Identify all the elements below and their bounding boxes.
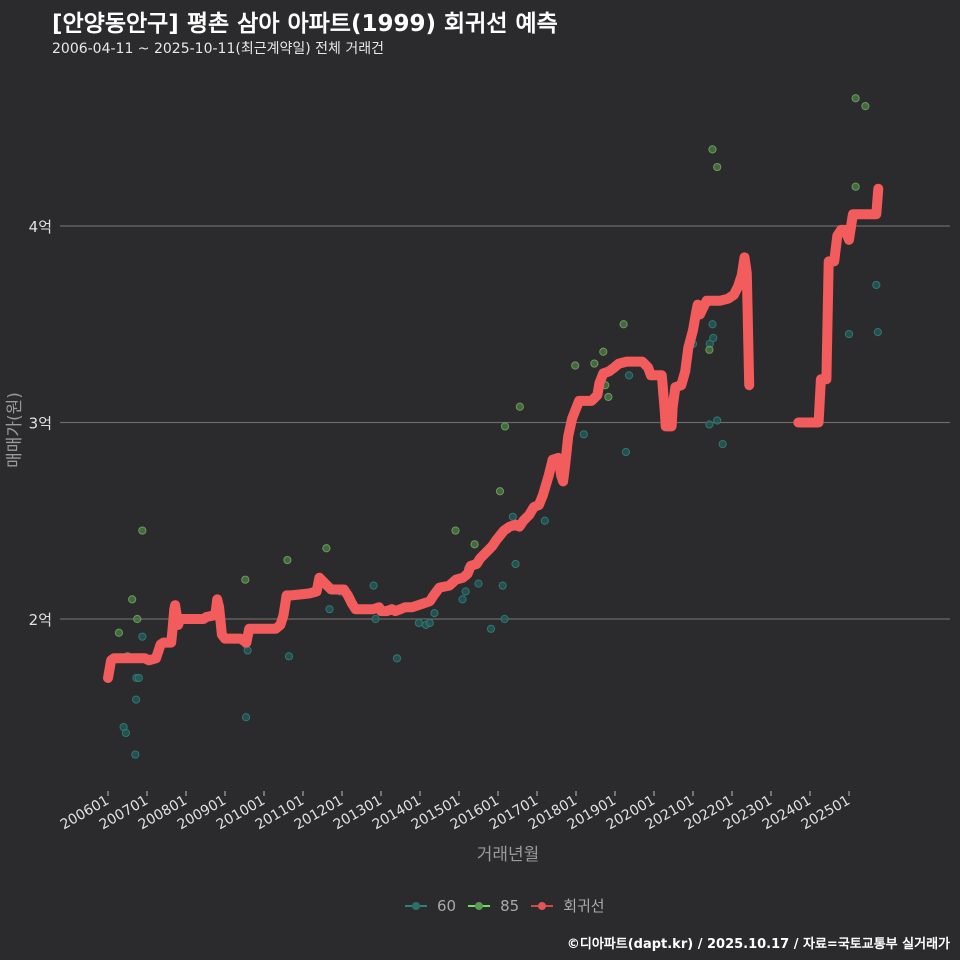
y-tick-label: 3억 [29, 415, 52, 433]
data-point [709, 333, 718, 343]
legend-label: 85 [500, 896, 520, 915]
data-point [134, 673, 143, 683]
data-point [619, 320, 628, 329]
chart-subtitle: 2006-04-11 ~ 2025-10-11(최근계약일) 전체 거래건 [52, 41, 384, 57]
data-point [599, 347, 608, 356]
data-point [138, 526, 147, 535]
data-point [713, 162, 722, 172]
data-point [495, 487, 505, 496]
data-point [705, 420, 714, 429]
data-point [131, 695, 141, 704]
y-axis-title: 매매가(원) [5, 392, 25, 468]
data-point [474, 579, 483, 588]
data-point [461, 587, 470, 596]
y-tick-label: 2억 [29, 611, 52, 629]
data-point [241, 713, 251, 722]
legend: 60 85 회귀선 [405, 895, 605, 916]
data-point [713, 416, 722, 425]
data-point [325, 605, 334, 614]
data-point [705, 345, 714, 354]
data-point [133, 614, 142, 624]
data-point [844, 329, 854, 339]
data-point [500, 422, 510, 431]
legend-key-icon [468, 900, 491, 912]
data-point [392, 654, 402, 663]
regression-segment [793, 183, 884, 428]
data-point [414, 618, 423, 628]
data-point [430, 609, 439, 618]
data-point [508, 512, 517, 521]
x-axis-title: 거래년월 [477, 845, 540, 865]
data-point [425, 618, 434, 628]
data-point [498, 581, 507, 590]
data-point [873, 328, 882, 337]
data-point [579, 430, 588, 439]
legend-key-icon [531, 900, 554, 912]
data-point [511, 559, 520, 569]
data-point [470, 540, 479, 549]
data-point [371, 614, 380, 624]
data-point [121, 728, 131, 738]
data-point [128, 595, 137, 604]
y-tick-label: 4억 [29, 218, 52, 236]
data-point [241, 575, 250, 584]
data-point [486, 624, 496, 633]
data-point [114, 628, 124, 637]
data-point [138, 632, 147, 641]
legend-item-60: 60 [405, 897, 456, 915]
legend-label: 60 [437, 896, 457, 915]
series-85-points [114, 94, 870, 661]
data-point [500, 614, 509, 624]
data-point [621, 447, 631, 457]
regression-line [103, 183, 884, 683]
data-point [515, 402, 524, 411]
data-point [243, 646, 252, 655]
data-point [708, 320, 717, 329]
legend-item-regression: 회귀선 [531, 895, 605, 916]
y-axis: 2억 3억 4억 [29, 218, 52, 629]
data-point [624, 371, 634, 380]
data-point [540, 516, 549, 525]
data-point [861, 102, 870, 111]
footer-credit: ©디아파트(dapt.kr) / 2025.10.17 / 자료=국토교통부 실… [566, 937, 950, 952]
data-point [131, 750, 140, 759]
legend-item-85: 85 [468, 897, 519, 915]
x-axis: 2006012007012008012009012010012011012012… [58, 791, 853, 833]
data-point [458, 595, 467, 604]
data-point [604, 392, 613, 402]
data-point [851, 94, 860, 103]
data-point [322, 544, 331, 553]
data-point [708, 145, 717, 154]
data-point [451, 526, 460, 535]
legend-key-icon [405, 900, 427, 912]
data-point [283, 555, 292, 565]
legend-label: 회귀선 [563, 897, 605, 915]
series-60-points [119, 280, 882, 759]
chart-title: [안양동안구] 평촌 삼아 아파트(1999) 회귀선 예측 [52, 11, 558, 37]
data-point [718, 440, 727, 449]
data-point [369, 581, 378, 590]
data-point [590, 359, 599, 368]
data-point [284, 652, 294, 661]
data-point [571, 361, 580, 370]
data-point [872, 280, 881, 290]
regression-segment [103, 252, 755, 683]
data-point [851, 182, 860, 191]
